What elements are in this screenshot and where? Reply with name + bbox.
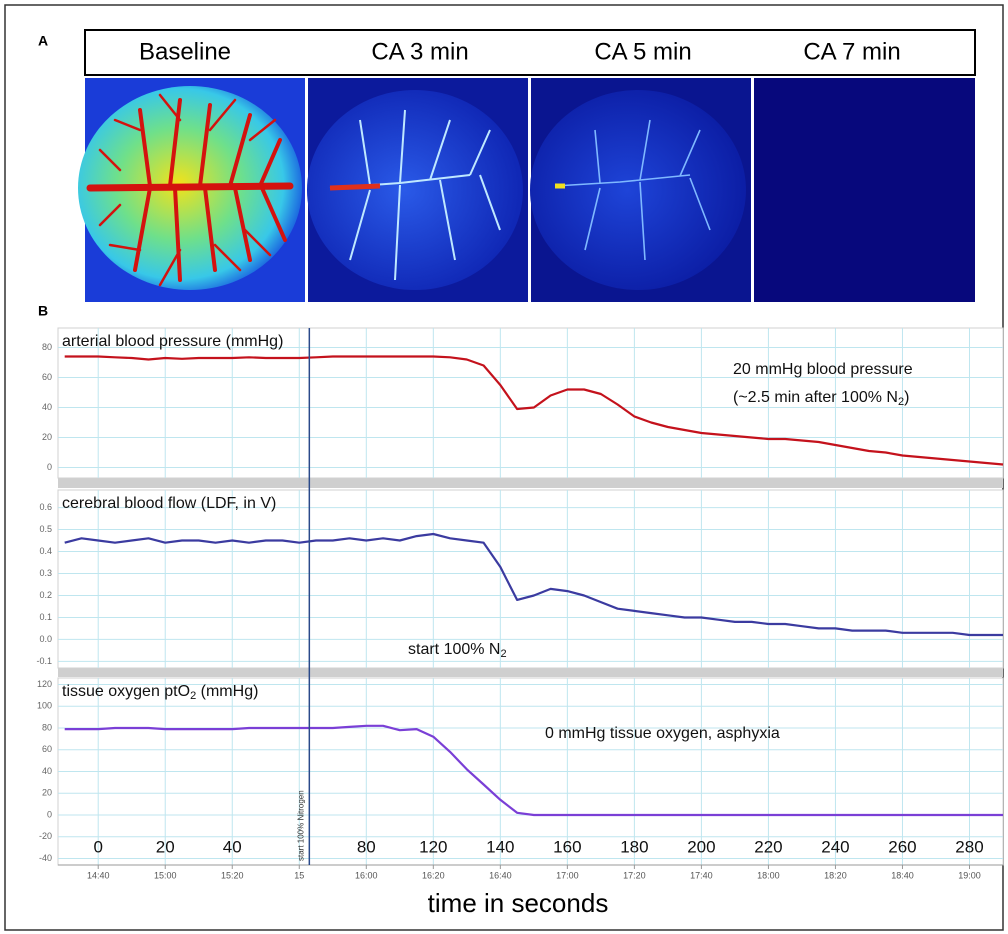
y-tick-label: -20 [39,831,52,841]
strip-title-text: arterial blood pressure (mmHg) [62,333,283,350]
perfusion-image [754,78,975,302]
y-tick-label: 0 [47,809,52,819]
strip-title: cerebral blood flow (LDF, in V) [62,495,276,512]
y-tick-label: -40 [39,853,52,863]
event-label: start 100% Nitrogen [296,790,305,861]
x-tick-label: 19:00 [958,870,981,880]
panel-label: A [38,33,48,49]
seconds-label: 180 [620,837,648,856]
figure: A Baseline CA 3 min CA 5 min CA 7 min B [0,0,1008,934]
strip-title-text: cerebral blood flow (LDF, in V) [62,495,276,512]
y-tick-label: 0.3 [39,568,52,578]
y-tick-label: 100 [37,701,52,711]
y-tick-label: 0.1 [39,612,52,622]
y-tick-label: 0.2 [39,590,52,600]
x-tick-label: 17:20 [623,870,646,880]
x-tick-label: 15 [294,870,304,880]
x-tick-label: 18:20 [824,870,847,880]
image-header: CA 7 min [803,38,900,65]
y-tick-label: 40 [42,402,52,412]
x-tick-label: 16:20 [422,870,445,880]
plot-area [58,490,1003,668]
seconds-label: 80 [357,837,376,856]
x-axis-title: time in seconds [428,888,609,918]
y-tick-label: 20 [42,432,52,442]
strip-separator [58,668,1003,677]
x-tick-label: 16:00 [355,870,378,880]
y-tick-label: 0.4 [39,546,52,556]
annotation: (~2.5 min after 100% N2) [733,389,909,408]
panel-label: B [38,303,48,319]
y-tick-label: 0.0 [39,634,52,644]
annotation: 20 mmHg blood pressure [733,361,913,378]
seconds-label: 20 [156,837,175,856]
x-tick-label: 18:00 [757,870,780,880]
seconds-label: 260 [888,837,916,856]
seconds-label: 0 [93,837,102,856]
strip-separator [58,478,1003,488]
annotation-text: ) [904,389,909,406]
x-tick-label: 17:00 [556,870,579,880]
seconds-label: 140 [486,837,514,856]
y-tick-label: 0.5 [39,524,52,534]
x-tick-label: 14:40 [87,870,110,880]
y-tick-label: 80 [42,342,52,352]
x-tick-label: 15:00 [154,870,177,880]
image-header: CA 3 min [371,38,468,65]
annotation-text: start 100% N [408,641,500,658]
annotation: 0 mmHg tissue oxygen, asphyxia [545,725,780,742]
strip-title-text: tissue oxygen ptO [62,683,190,700]
y-tick-label: 80 [42,722,52,732]
seconds-label: 220 [754,837,782,856]
y-tick-label: 0.6 [39,502,52,512]
perfusion-image [78,78,305,302]
y-tick-label: 60 [42,744,52,754]
x-tick-label: 18:40 [891,870,914,880]
y-tick-label: 60 [42,372,52,382]
x-tick-label: 16:40 [489,870,512,880]
y-tick-label: -0.1 [36,656,52,666]
seconds-label: 40 [223,837,242,856]
image-header: CA 5 min [594,38,691,65]
strip-title-text: (mmHg) [196,683,258,700]
seconds-label: 120 [419,837,447,856]
seconds-label: 240 [821,837,849,856]
seconds-label: 200 [687,837,715,856]
seconds-label: 280 [955,837,983,856]
perfusion-image [307,78,528,302]
x-tick-label: 15:20 [221,870,244,880]
annotation-sub: 2 [500,648,506,660]
strip-title: tissue oxygen ptO2 (mmHg) [62,683,258,702]
strip-title: arterial blood pressure (mmHg) [62,333,283,350]
seconds-label: 160 [553,837,581,856]
y-tick-label: 0 [47,462,52,472]
y-tick-label: 20 [42,788,52,798]
y-tick-label: 120 [37,679,52,689]
annotation: start 100% N2 [408,641,507,660]
annotation-text: (~2.5 min after 100% N [733,389,898,406]
perfusion-image [530,78,751,302]
image-header: Baseline [139,38,231,65]
x-tick-label: 17:40 [690,870,713,880]
y-tick-label: 40 [42,766,52,776]
